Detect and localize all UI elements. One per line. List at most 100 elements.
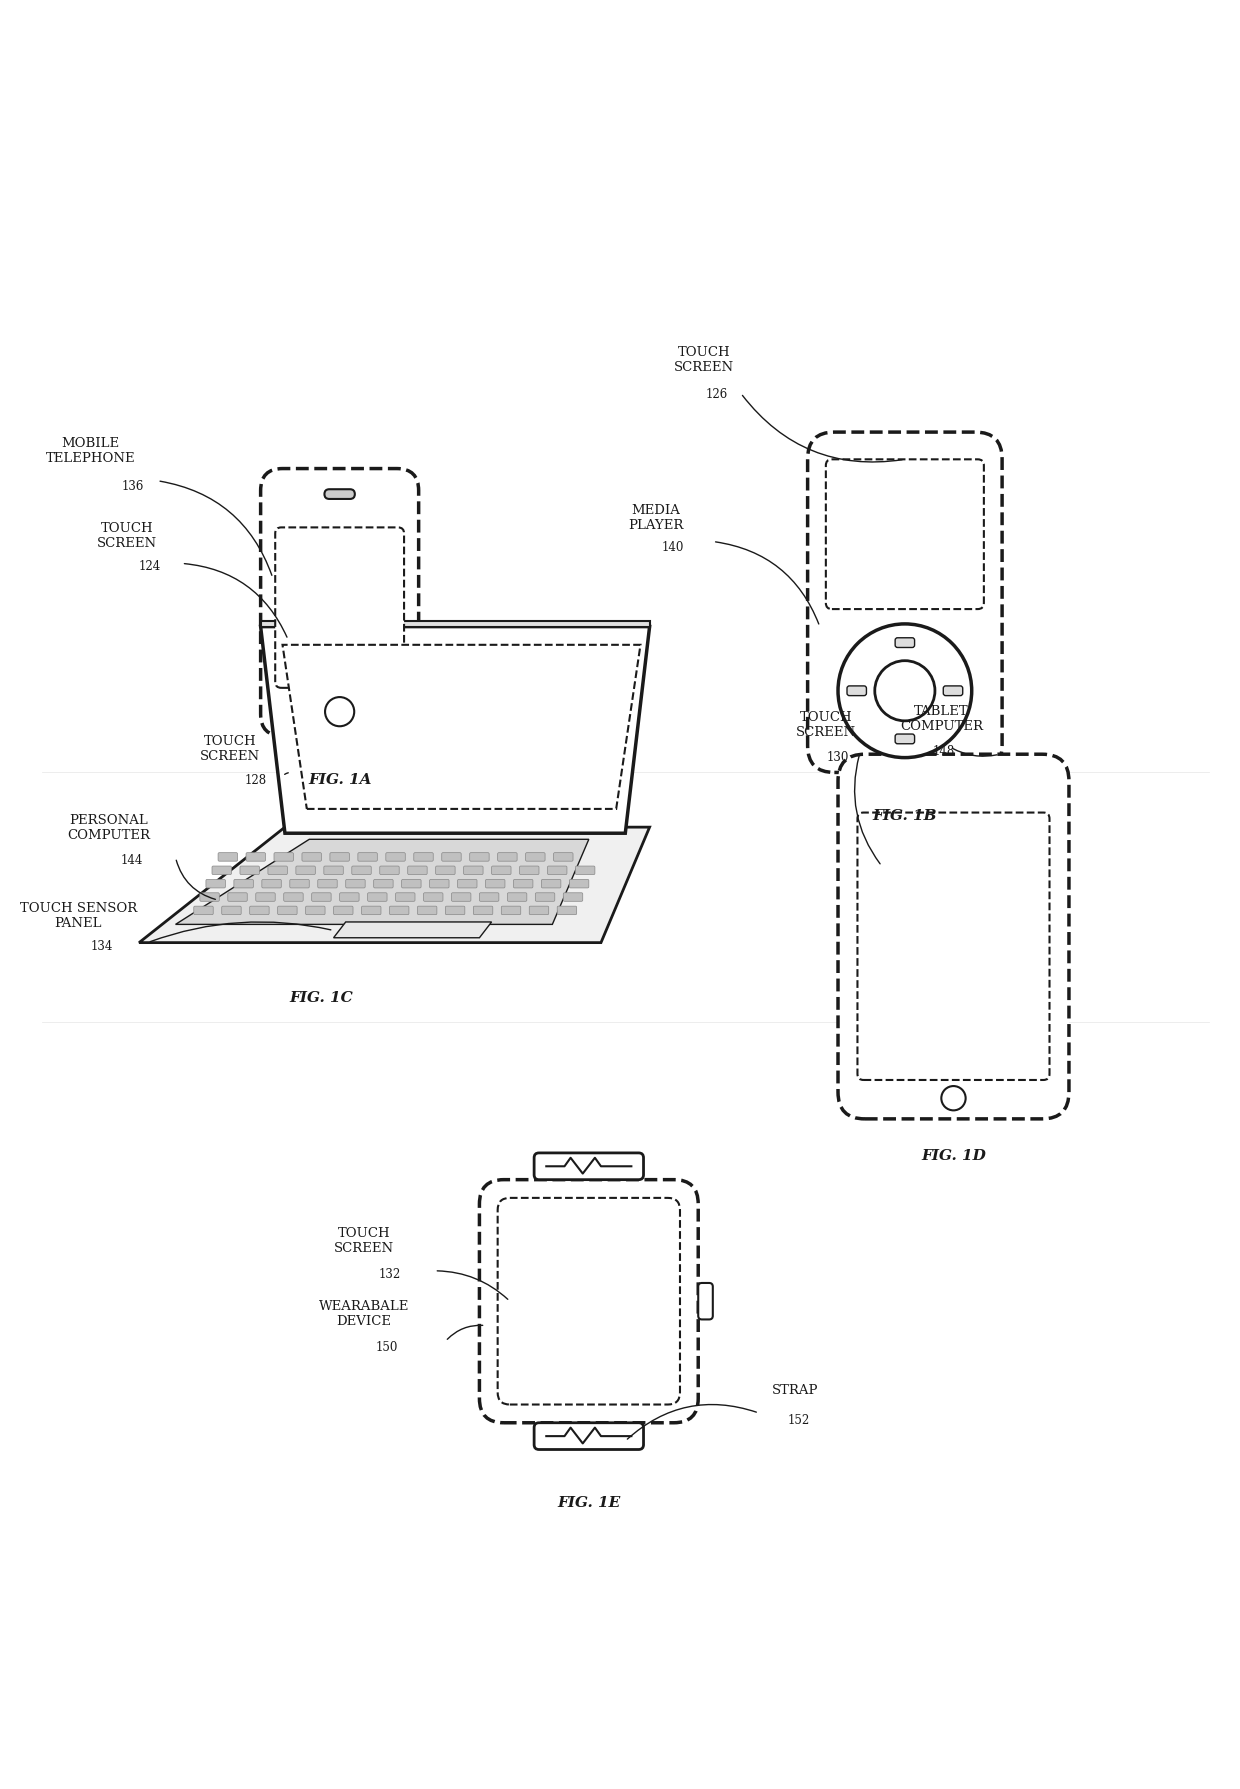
Text: TOUCH
SCREEN: TOUCH SCREEN (796, 710, 856, 739)
FancyBboxPatch shape (260, 469, 419, 737)
FancyBboxPatch shape (470, 853, 489, 862)
FancyBboxPatch shape (311, 893, 331, 902)
FancyBboxPatch shape (330, 853, 350, 862)
FancyBboxPatch shape (441, 853, 461, 862)
FancyBboxPatch shape (513, 880, 533, 889)
FancyBboxPatch shape (379, 866, 399, 875)
FancyBboxPatch shape (464, 866, 484, 875)
FancyBboxPatch shape (325, 490, 355, 499)
FancyBboxPatch shape (534, 1154, 644, 1181)
FancyBboxPatch shape (451, 893, 471, 902)
FancyBboxPatch shape (290, 880, 309, 889)
FancyBboxPatch shape (249, 907, 269, 916)
Text: 152: 152 (787, 1413, 810, 1426)
FancyBboxPatch shape (206, 880, 226, 889)
FancyBboxPatch shape (501, 907, 521, 916)
FancyBboxPatch shape (458, 880, 477, 889)
FancyBboxPatch shape (557, 907, 577, 916)
Text: TABLET
COMPUTER: TABLET COMPUTER (900, 705, 983, 732)
FancyBboxPatch shape (563, 893, 583, 902)
Circle shape (941, 1086, 966, 1111)
FancyBboxPatch shape (346, 880, 365, 889)
Text: FIG. 1C: FIG. 1C (289, 991, 353, 1005)
FancyBboxPatch shape (222, 907, 241, 916)
Text: 130: 130 (827, 751, 849, 764)
Text: FIG. 1D: FIG. 1D (921, 1149, 986, 1163)
Text: 150: 150 (376, 1340, 398, 1352)
FancyBboxPatch shape (838, 755, 1069, 1120)
FancyBboxPatch shape (698, 1283, 713, 1320)
FancyBboxPatch shape (529, 907, 549, 916)
FancyBboxPatch shape (895, 639, 915, 648)
Text: 128: 128 (244, 775, 267, 787)
Text: FIG. 1A: FIG. 1A (308, 773, 372, 785)
Text: TOUCH
SCREEN: TOUCH SCREEN (675, 345, 734, 374)
Text: 148: 148 (932, 744, 955, 759)
Text: WEARABALE
DEVICE: WEARABALE DEVICE (319, 1299, 409, 1327)
FancyBboxPatch shape (534, 1422, 644, 1449)
Text: 134: 134 (91, 939, 113, 952)
FancyBboxPatch shape (296, 866, 315, 875)
FancyBboxPatch shape (429, 880, 449, 889)
FancyBboxPatch shape (389, 907, 409, 916)
FancyBboxPatch shape (386, 853, 405, 862)
FancyBboxPatch shape (445, 907, 465, 916)
Polygon shape (260, 621, 650, 628)
Circle shape (838, 624, 972, 759)
FancyBboxPatch shape (340, 893, 360, 902)
FancyBboxPatch shape (491, 866, 511, 875)
Circle shape (874, 662, 935, 721)
FancyBboxPatch shape (352, 866, 371, 875)
Polygon shape (260, 628, 650, 834)
FancyBboxPatch shape (575, 866, 595, 875)
FancyBboxPatch shape (480, 893, 498, 902)
FancyBboxPatch shape (268, 866, 288, 875)
Text: 136: 136 (122, 479, 144, 492)
Text: MOBILE
TELEPHONE: MOBILE TELEPHONE (46, 437, 135, 465)
Text: 140: 140 (662, 540, 684, 553)
FancyBboxPatch shape (408, 866, 427, 875)
Text: PERSONAL
COMPUTER: PERSONAL COMPUTER (67, 814, 150, 841)
FancyBboxPatch shape (807, 433, 1002, 773)
FancyBboxPatch shape (255, 893, 275, 902)
FancyBboxPatch shape (212, 866, 232, 875)
FancyBboxPatch shape (402, 880, 422, 889)
FancyBboxPatch shape (569, 880, 589, 889)
Text: 144: 144 (120, 853, 143, 868)
FancyBboxPatch shape (228, 893, 247, 902)
FancyBboxPatch shape (944, 687, 962, 696)
FancyBboxPatch shape (324, 866, 343, 875)
FancyBboxPatch shape (553, 853, 573, 862)
FancyBboxPatch shape (358, 853, 377, 862)
FancyBboxPatch shape (435, 866, 455, 875)
FancyBboxPatch shape (414, 853, 433, 862)
FancyBboxPatch shape (526, 853, 546, 862)
FancyBboxPatch shape (536, 893, 554, 902)
FancyBboxPatch shape (200, 893, 219, 902)
FancyBboxPatch shape (241, 866, 259, 875)
FancyBboxPatch shape (497, 1199, 680, 1404)
Text: TOUCH SENSOR
PANEL: TOUCH SENSOR PANEL (20, 902, 136, 928)
FancyBboxPatch shape (418, 907, 436, 916)
Text: STRAP: STRAP (773, 1383, 818, 1397)
Polygon shape (283, 646, 641, 809)
FancyBboxPatch shape (373, 880, 393, 889)
FancyBboxPatch shape (396, 893, 415, 902)
Text: TOUCH
SCREEN: TOUCH SCREEN (334, 1227, 394, 1254)
FancyBboxPatch shape (486, 880, 505, 889)
FancyBboxPatch shape (334, 907, 353, 916)
Polygon shape (139, 828, 650, 943)
FancyBboxPatch shape (193, 907, 213, 916)
FancyBboxPatch shape (507, 893, 527, 902)
FancyBboxPatch shape (520, 866, 539, 875)
Polygon shape (334, 923, 491, 937)
FancyBboxPatch shape (275, 528, 404, 689)
FancyBboxPatch shape (424, 893, 443, 902)
FancyBboxPatch shape (542, 880, 560, 889)
Circle shape (325, 698, 355, 726)
Text: MEDIA
PLAYER: MEDIA PLAYER (627, 504, 683, 531)
FancyBboxPatch shape (246, 853, 265, 862)
FancyBboxPatch shape (303, 853, 321, 862)
FancyBboxPatch shape (362, 907, 381, 916)
FancyBboxPatch shape (305, 907, 325, 916)
